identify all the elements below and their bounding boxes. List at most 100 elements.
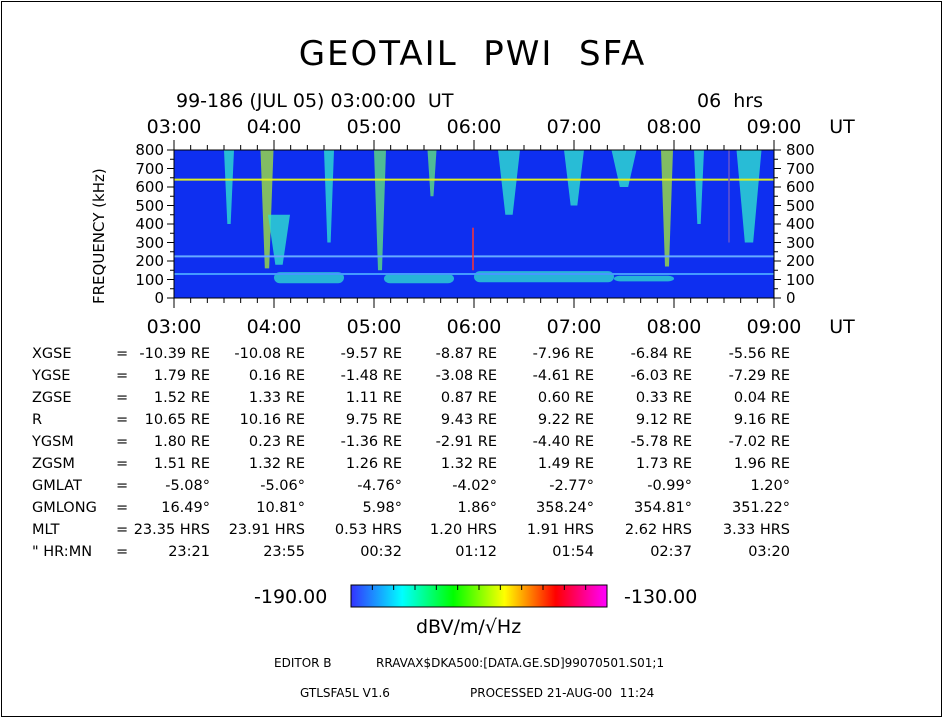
ephemeris-label: MLT: [32, 522, 60, 538]
ephemeris-value: 01:12: [455, 544, 497, 560]
ephemeris-equals: =: [116, 434, 129, 450]
ephemeris-value: 02:37: [650, 544, 692, 560]
ephemeris-value: 16.49°: [161, 500, 210, 516]
ephemeris-value: -10.39 RE: [139, 346, 210, 362]
ephemeris-value: 1.96 RE: [733, 456, 790, 472]
ephemeris-equals: =: [116, 478, 129, 494]
emission-5: [427, 150, 437, 197]
ephemeris-value: 1.33 RE: [248, 390, 305, 406]
ephemeris-value: -9.57 RE: [340, 346, 402, 362]
emission-2: [268, 214, 290, 265]
x-tick-label-top: 06:00: [446, 116, 502, 138]
y-tick-label-right: 100: [786, 270, 815, 289]
ephemeris-value: 00:32: [360, 544, 402, 560]
ephemeris-label: ZGSM: [32, 456, 75, 472]
footer-version: GTLSFA5L V1.6: [300, 686, 390, 700]
y-tick-label-left: 300: [135, 233, 164, 252]
y-tick-label-right: 800: [786, 141, 815, 159]
ephemeris-value: -5.08°: [165, 478, 210, 494]
y-tick-label-left: 100: [135, 270, 164, 289]
emission-10: [694, 150, 704, 224]
y-tick-label-left: 600: [135, 178, 164, 196]
x-tick-label-top: 08:00: [646, 116, 702, 138]
y-tick-label-left: 800: [135, 141, 164, 159]
ephemeris-label: ZGSE: [32, 390, 72, 406]
x-tick-label-top: 04:00: [246, 116, 302, 138]
x-tick-label-bottom: 04:00: [246, 316, 302, 338]
ephemeris-value: 358.24°: [536, 500, 594, 516]
x-tick-label-bottom: 07:00: [546, 316, 602, 338]
ephemeris-value: 9.22 RE: [537, 412, 594, 428]
x-tick-label-bottom: 06:00: [446, 316, 502, 338]
footer-path: RRAVAX$DKA500:[DATA.GE.SD]99070501.S01;1: [376, 656, 665, 670]
emission-0: [224, 150, 234, 224]
y-tick-label-right: 700: [786, 159, 815, 178]
ephemeris-value: 9.75 RE: [345, 412, 402, 428]
ephemeris-equals: =: [116, 544, 129, 560]
y-tick-label-right: 300: [786, 233, 815, 252]
ephemeris-value: 0.23 RE: [248, 434, 305, 450]
ephemeris-value: 3.33 HRS: [722, 522, 790, 538]
emission-11: [736, 150, 762, 243]
ephemeris-equals: =: [116, 500, 129, 516]
ephemeris-value: -4.02°: [452, 478, 497, 494]
ephemeris-value: -2.77°: [549, 478, 594, 494]
ephemeris-value: 01:54: [552, 544, 594, 560]
ephemeris-value: -6.84 RE: [630, 346, 692, 362]
ephemeris-label: YGSM: [32, 434, 74, 450]
y-tick-label-right: 200: [786, 252, 815, 270]
ephemeris-value: 1.91 HRS: [526, 522, 594, 538]
ephemeris-value: 2.62 HRS: [624, 522, 692, 538]
x-tick-label-top: 07:00: [546, 116, 602, 138]
ephemeris-value: 9.12 RE: [635, 412, 692, 428]
ephemeris-equals: =: [116, 390, 129, 406]
ephemeris-value: -5.06°: [260, 478, 305, 494]
ephemeris-value: -2.91 RE: [435, 434, 497, 450]
ephemeris-value: 1.11 RE: [345, 390, 402, 406]
ephemeris-value: -4.61 RE: [532, 368, 594, 384]
ephemeris-value: -8.87 RE: [435, 346, 497, 362]
low-freq-band-3: [614, 275, 674, 282]
colorbar-unit: dBV/m/√Hz: [416, 616, 522, 638]
x-tick-label-top: 03:00: [146, 116, 202, 138]
ephemeris-value: 351.22°: [732, 500, 790, 516]
ephemeris-value: -5.78 RE: [630, 434, 692, 450]
ephemeris-value: 23:55: [263, 544, 305, 560]
ephemeris-value: 0.16 RE: [248, 368, 305, 384]
spectrogram: [167, 140, 781, 308]
chart-subtitle-duration: 06 hrs: [697, 90, 764, 112]
ephemeris-value: 1.73 RE: [635, 456, 692, 472]
ephemeris-value: 10.65 RE: [144, 412, 210, 428]
ephemeris-value: -7.02 RE: [728, 434, 790, 450]
emission-3: [324, 150, 334, 243]
ephemeris-value: 0.04 RE: [733, 390, 790, 406]
x-tick-label-top: 05:00: [346, 116, 402, 138]
y-tick-label-right: 600: [786, 178, 815, 196]
ephemeris-label: GMLAT: [32, 478, 82, 494]
ephemeris-value: 23.91 HRS: [228, 522, 305, 538]
ephemeris-value: 9.16 RE: [733, 412, 790, 428]
ephemeris-label: " HR:MN: [32, 544, 93, 560]
footer-editor: EDITOR B: [274, 656, 332, 670]
ephemeris-value: 1.26 RE: [345, 456, 402, 472]
ephemeris-value: 1.20°: [750, 478, 790, 494]
x-tick-label-bottom: 05:00: [346, 316, 402, 338]
y-tick-label-right: 500: [786, 196, 815, 215]
x-tick-label-top: 09:00: [746, 116, 802, 138]
y-tick-label-left: 500: [135, 196, 164, 215]
y-tick-label-right: 400: [786, 215, 815, 233]
colorbar-max-label: -130.00: [624, 586, 698, 608]
ephemeris-equals: =: [116, 368, 129, 384]
ephemeris-value: 9.43 RE: [440, 412, 497, 428]
chart-subtitle-date: 99-186 (JUL 05) 03:00:00 UT: [176, 90, 454, 112]
x-unit-label-bottom: UT: [829, 316, 855, 338]
ephemeris-equals: =: [116, 412, 129, 428]
ephemeris-label: YGSE: [32, 368, 71, 384]
y-tick-label-left: 700: [135, 159, 164, 178]
ephemeris-value: 1.32 RE: [248, 456, 305, 472]
ephemeris-value: 1.86°: [457, 500, 497, 516]
ephemeris-value: 0.53 HRS: [334, 522, 402, 538]
footer-processed: PROCESSED 21-AUG-00 11:24: [470, 686, 655, 700]
ephemeris-equals: =: [116, 346, 129, 362]
